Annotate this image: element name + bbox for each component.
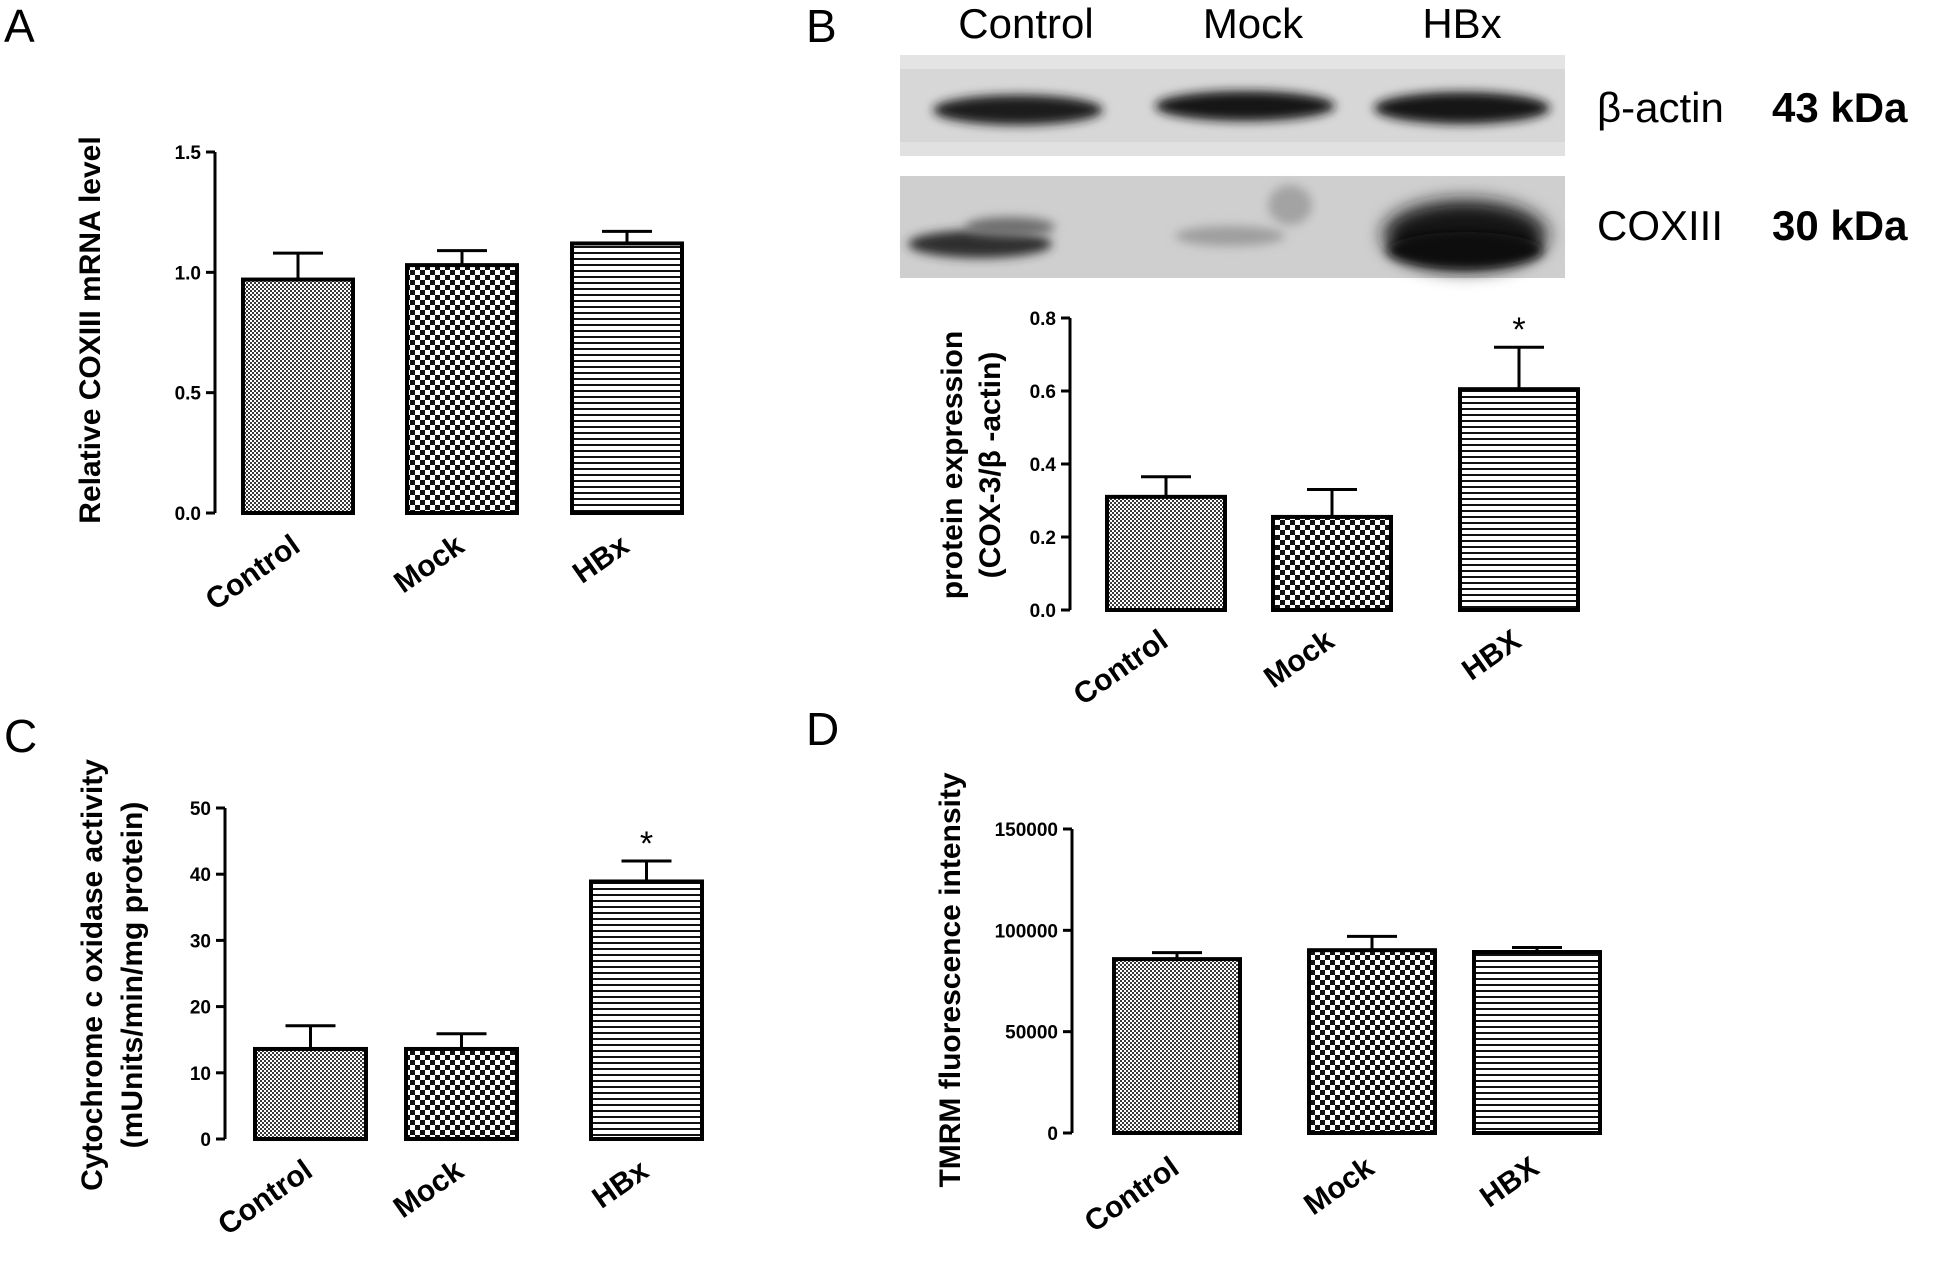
- significance-marker-hbx-c: *: [640, 825, 653, 863]
- x-tick-label-hbx-b: HBX: [1456, 624, 1527, 687]
- y-tick-label-b: 0.6: [1030, 382, 1056, 403]
- x-tick-label-mock-a: Mock: [388, 529, 470, 600]
- y-tick-label-d: 150000: [995, 820, 1058, 841]
- y-tick-label-c: 50: [190, 799, 211, 820]
- bar-hbx-b: [1458, 387, 1580, 612]
- chart-panel-a: 0.0 0.5 1.0 1.5 Control Mock HBx Relative COXII…: [74, 136, 684, 617]
- bar-mock-a: [405, 263, 519, 516]
- bar-hbx-d: [1472, 950, 1602, 1136]
- x-tick-label-mock-b: Mock: [1258, 624, 1340, 695]
- panel-letter-a: A: [4, 0, 35, 52]
- chart-panel-b: 0.0 0.2 0.4 0.6 0.8 Control Mock * HBX protein ex…: [936, 309, 1580, 712]
- y-tick-label-c: 20: [190, 998, 211, 1019]
- bar-hbx-a: [570, 241, 684, 515]
- y-tick-label-c: 0: [200, 1130, 211, 1151]
- y-tick-label-d: 50000: [1005, 1023, 1058, 1044]
- x-tick-label-control-d: Control: [1079, 1151, 1185, 1239]
- blot-strip-beta-actin: [900, 55, 1565, 156]
- bar-control-b: [1105, 494, 1227, 613]
- y-axis-title-d: TMRM fluorescence intensity: [934, 772, 967, 1187]
- blot-band-actin-mock: [1155, 91, 1335, 121]
- bar-control-c: [253, 1046, 368, 1142]
- y-tick-label-b: 0.8: [1030, 309, 1056, 330]
- blot-lane-label-control: Control: [958, 0, 1093, 47]
- panel-letter-b: B: [806, 0, 837, 52]
- chart-panel-c: 0 10 20 30 40 50 Control Mock * HBx Cytochrome c o…: [76, 759, 704, 1242]
- y-axis-title-c: Cytochrome c oxidase activity: [76, 759, 109, 1191]
- blot-lane-label-hbx: HBx: [1422, 0, 1501, 47]
- blot-band-actin-control: [933, 95, 1103, 125]
- bar-control-d: [1112, 957, 1242, 1135]
- y-axis-title-c: (mUnits/min/mg protein): [116, 802, 149, 1149]
- western-blot: Control Mock HBx β-actin 43 kDa COXIII 3…: [900, 0, 1908, 278]
- y-tick-label-a: 0.5: [175, 384, 202, 405]
- y-tick-label-a: 1.0: [175, 263, 201, 284]
- blot-mass-label-coxiii: 30 kDa: [1772, 202, 1908, 249]
- x-tick-label-control-a: Control: [200, 529, 306, 617]
- y-tick-label-c: 40: [190, 865, 211, 886]
- x-tick-label-control-c: Control: [212, 1154, 318, 1242]
- y-axis-title-a: Relative COXIII mRNA level: [74, 136, 107, 523]
- y-tick-label-c: 10: [190, 1064, 211, 1085]
- y-tick-label-d: 100000: [995, 921, 1058, 942]
- y-tick-label-b: 0.0: [1030, 601, 1056, 622]
- blot-strip-coxiii: [900, 176, 1565, 278]
- y-axis-title-b: protein expression: [936, 331, 969, 599]
- bar-mock-b: [1271, 514, 1393, 612]
- blot-protein-label-coxiii: COXIII: [1597, 202, 1723, 249]
- bar-mock-c: [404, 1046, 519, 1142]
- blot-band-cox-control: [908, 230, 1052, 258]
- chart-panel-d: 0 50000 100000 150000 Control Mock HBX TMRM flu…: [934, 772, 1602, 1239]
- panel-letter-c: C: [4, 710, 37, 762]
- panel-letter-d: D: [806, 703, 839, 755]
- blot-lane-label-mock: Mock: [1203, 0, 1304, 47]
- x-tick-label-mock-c: Mock: [388, 1154, 470, 1225]
- x-tick-label-mock-d: Mock: [1298, 1151, 1380, 1222]
- y-tick-label-d: 0: [1047, 1124, 1058, 1145]
- blot-protein-label-actin: β-actin: [1597, 84, 1724, 131]
- y-axis-title-b: (COX-3/β -actin): [974, 352, 1007, 579]
- y-tick-label-b: 0.4: [1030, 455, 1057, 476]
- blot-band-actin-hbx: [1374, 92, 1550, 124]
- y-tick-label-a: 1.5: [175, 143, 202, 164]
- bar-control-a: [241, 277, 355, 516]
- significance-marker-hbx-b: *: [1512, 311, 1525, 349]
- y-tick-label-c: 30: [190, 931, 211, 952]
- blot-band-cox-mock: [1175, 226, 1285, 246]
- x-tick-label-hbx-c: HBx: [586, 1154, 654, 1216]
- x-tick-label-control-b: Control: [1068, 624, 1174, 712]
- x-tick-label-hbx-d: HBX: [1474, 1151, 1545, 1214]
- blot-mass-label-actin: 43 kDa: [1772, 84, 1908, 131]
- bar-mock-d: [1307, 948, 1437, 1135]
- x-tick-label-hbx-a: HBx: [567, 529, 635, 591]
- bar-hbx-c: [589, 879, 704, 1141]
- y-tick-label-a: 0.0: [175, 504, 201, 525]
- y-tick-label-b: 0.2: [1030, 528, 1056, 549]
